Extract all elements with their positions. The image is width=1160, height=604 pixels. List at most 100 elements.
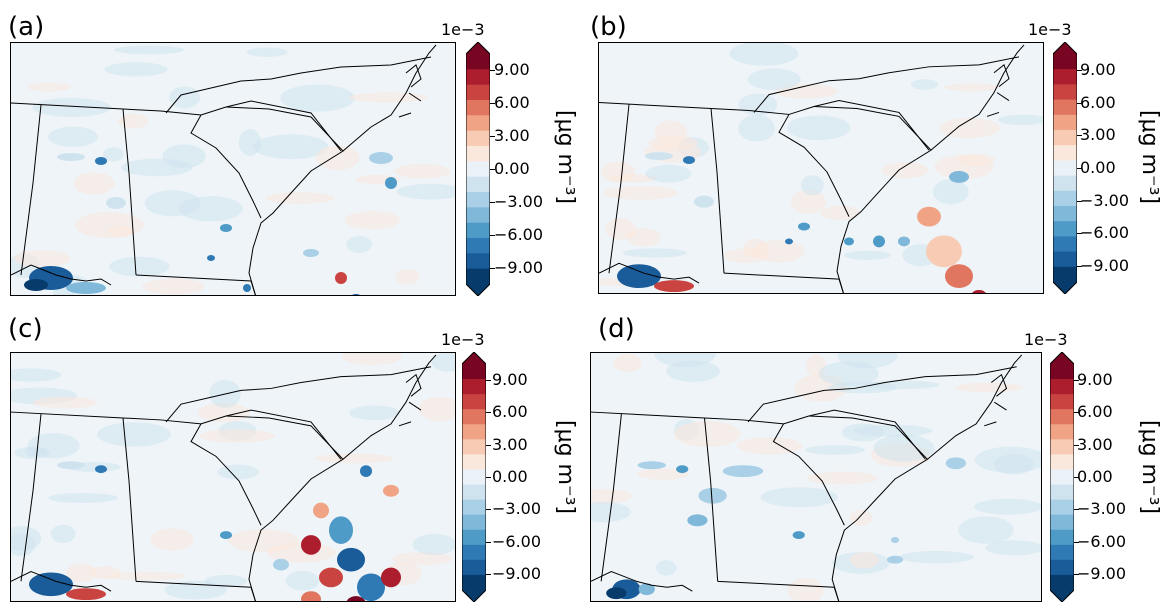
field-anomaly [220,224,232,232]
field-anomaly [337,547,365,572]
colorbar-tick-mark [486,509,491,511]
field-patch [314,453,394,464]
field-patch [104,62,168,77]
field-patch [394,163,451,179]
colorbar-tick-label: 0.00 [494,159,530,178]
field-patch [853,424,933,437]
map-heatmap [598,42,1044,294]
colorbar-tick-label: −3.00 [1080,190,1130,210]
boundary-line [704,417,719,582]
colorbar-tick-label: 9.00 [492,370,528,390]
field-patch [418,396,455,422]
colorbar-level [466,115,490,132]
colorbar-level [466,222,490,239]
boundary-line [190,423,262,526]
field-patch [253,134,329,160]
field-patch [50,524,76,543]
field-anomaly [346,596,366,601]
boundary-line [11,264,112,286]
field-patch [591,488,633,504]
field-patch [974,446,1041,473]
colorbar-level [1050,544,1074,561]
colorbar-level [462,499,486,516]
colorbar-level [462,559,486,576]
colorbar-level [462,364,486,380]
colorbar-tick-label: −6.00 [1077,531,1127,551]
field-patch [27,433,80,459]
colorbar-level [1050,529,1074,546]
colorbar-level [1053,221,1077,237]
field-patch [753,239,805,263]
colorbar-tick-label: 0.00 [492,467,528,486]
field-anomaly [654,280,694,293]
field-anomaly [273,558,289,571]
field-patch [169,86,201,109]
colorbar-level [1053,69,1077,85]
boundary-line [165,56,432,114]
colorbar-level [462,484,486,501]
field-anomaly [698,487,727,504]
field-patch [957,153,996,166]
field-patch [199,429,275,443]
field-patch [315,145,360,171]
colorbar-level [1050,409,1074,425]
boundary-line [710,108,725,274]
field-patch [998,114,1043,125]
field-anomaly [926,235,962,268]
field-patch [349,405,400,421]
field-anomaly [29,572,73,597]
field-anomaly [95,465,107,474]
colorbar-level [1053,145,1077,161]
colorbar-level [1053,175,1077,192]
field-patch [843,250,891,260]
field-patch [285,570,320,591]
field-patch [344,211,401,230]
colorbar-tick-mark [1074,509,1079,511]
field-anomaly [243,284,251,292]
field-patch [341,353,402,365]
field-patch [627,227,661,247]
colorbar-tick-mark [490,201,495,203]
boundary-line [599,100,930,151]
field-patch [108,225,134,237]
colorbar-exponent: 1e−3 [441,20,485,39]
boundary-line [11,570,112,592]
colorbar-level [1053,206,1077,222]
colorbar-level [466,69,490,86]
field-anomaly [785,238,793,245]
colorbar-exponent: 1e−3 [441,330,485,349]
colorbar-level [1050,514,1074,531]
colorbar-level [1053,84,1077,101]
field-patch [954,382,1023,393]
colorbar-level [1053,54,1077,70]
boundary-line [165,366,432,423]
colorbar-level [1050,439,1074,455]
field-anomaly [683,156,695,165]
colorbar-tick-label: 9.00 [1077,370,1113,390]
field-patch [391,552,453,566]
field-anomaly [66,282,106,294]
colorbar-tick-mark [1077,233,1082,235]
colorbar-tick-mark [1077,102,1082,104]
field-patch [107,571,186,581]
field-anomaly [617,264,661,289]
field-patch [820,205,861,221]
colorbar-tick-mark [486,444,491,446]
panel-label: (c) [8,314,43,344]
field-patch [648,135,698,151]
boundary-line [122,417,137,582]
field-anomaly [638,583,655,596]
boundary-line [608,104,630,274]
field-patch [800,175,824,196]
colorbar-level [462,469,486,486]
field-anomaly [792,531,805,540]
colorbar-tick-label: 3.00 [492,434,528,454]
field-anomaly [301,535,321,555]
field-anomaly [945,457,966,470]
field-patch [818,361,879,386]
colorbar-tick-mark [1077,265,1082,267]
field-patch [881,162,929,179]
colorbar-tick-mark [486,412,491,414]
field-patch [974,498,1041,515]
colorbar-level [1050,364,1074,380]
